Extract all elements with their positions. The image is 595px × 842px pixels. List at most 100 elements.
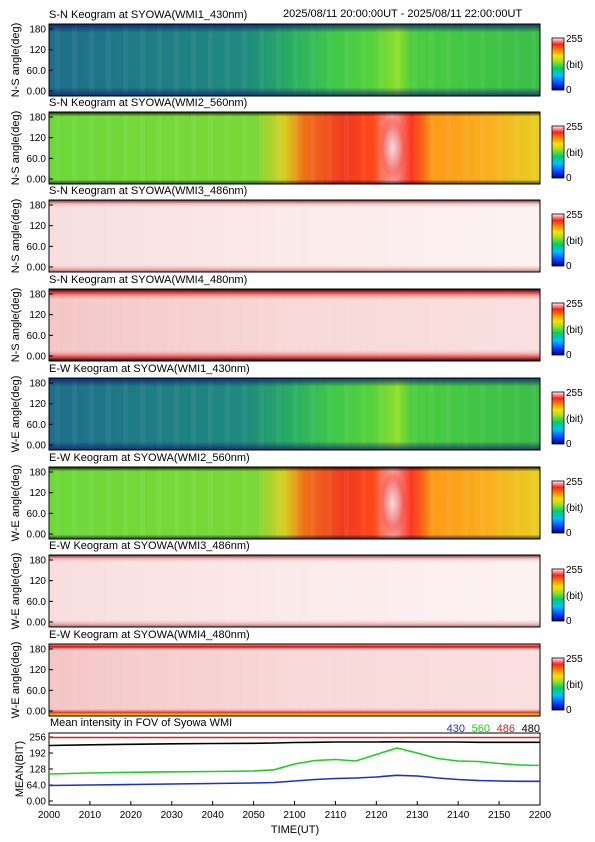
keogram-title: E-W Keogram at SYOWA(WMI1_430nm) xyxy=(49,363,250,375)
mean-intensity-chart: Mean intensity in FOV of Syowa WMI 48048… xyxy=(14,717,552,836)
keogram-edge-shade xyxy=(49,378,540,450)
keogram-frame xyxy=(48,643,541,717)
colorbar-unit: (bit) xyxy=(566,236,583,247)
legend-entry-486: 486 xyxy=(497,723,515,735)
y-tick-label: 256 xyxy=(29,733,46,744)
time-range-header: 2025/08/11 20:00:00UT - 2025/08/11 22:00… xyxy=(283,8,522,20)
x-tick-label: 2050 xyxy=(242,810,265,821)
y-tick-label: 192 xyxy=(29,749,46,760)
keogram-panels: S-N Keogram at SYOWA(WMI1_430nm)18012060… xyxy=(10,9,583,718)
keogram-edge-shade xyxy=(49,289,540,361)
y-tick-label: 180 xyxy=(29,379,46,390)
colorbar xyxy=(551,391,565,445)
keogram-frame xyxy=(48,111,541,185)
x-tick-label: 2110 xyxy=(325,810,347,821)
keogram-frame xyxy=(48,199,541,273)
series-line-560 xyxy=(48,747,541,775)
keogram-edge-shade xyxy=(49,112,540,184)
y-tick-label: 0.00 xyxy=(27,797,47,808)
colorbar-unit: (bit) xyxy=(566,591,583,602)
keogram-frame xyxy=(48,466,541,540)
colorbar-unit: (bit) xyxy=(566,148,583,159)
y-tick-label: 0.00 xyxy=(27,175,47,186)
y-axis-label: MEAN(BIT) xyxy=(14,741,26,797)
colorbar-unit: (bit) xyxy=(566,503,583,514)
y-tick-label: 120 xyxy=(29,310,46,321)
legend-entry-480: 480 xyxy=(522,723,540,735)
keogram-edge-shade xyxy=(49,24,540,96)
keogram-ylabel: N-S angle(deg) xyxy=(10,111,22,186)
y-tick-label: 180 xyxy=(29,25,46,36)
keogram-ylabel: N-S angle(deg) xyxy=(10,199,22,274)
keogram-title: S-N Keogram at SYOWA(WMI3_486nm) xyxy=(49,185,247,197)
colorbar xyxy=(551,568,565,622)
y-tick-label: 60.0 xyxy=(27,331,47,342)
legend-entry-430: 430 xyxy=(447,723,465,735)
x-tick-label: 2020 xyxy=(120,810,143,821)
y-tick-label: 120 xyxy=(29,576,46,587)
x-tick-label: 2140 xyxy=(447,810,470,821)
colorbar-min: 0 xyxy=(566,528,572,539)
y-tick-label: 60.0 xyxy=(27,66,47,77)
x-tick-label: 2030 xyxy=(161,810,184,821)
y-tick-label: 0.00 xyxy=(27,352,47,363)
y-tick-label: 120 xyxy=(29,221,46,232)
y-tick-label: 64.0 xyxy=(27,781,47,792)
keogram-panel: S-N Keogram at SYOWA(WMI3_486nm)180 120 60… xyxy=(10,185,583,274)
y-tick-label: 180 xyxy=(29,201,46,212)
keogram-frame xyxy=(48,288,541,362)
colorbar-unit: (bit) xyxy=(566,680,583,691)
colorbar-min: 0 xyxy=(566,350,572,361)
y-tick-label: 0.00 xyxy=(27,618,47,629)
y-tick-label: 60.0 xyxy=(27,686,47,697)
y-tick-label: 60.0 xyxy=(27,420,47,431)
colorbar-max: 255 xyxy=(566,34,583,45)
y-tick-label: 180 xyxy=(29,113,46,124)
colorbar xyxy=(551,213,565,267)
colorbar-max: 255 xyxy=(566,299,583,310)
colorbar-min: 0 xyxy=(566,616,572,627)
keogram-edge-shade xyxy=(49,200,540,272)
y-tick-label: 180 xyxy=(29,645,46,656)
colorbar-max: 255 xyxy=(566,122,583,133)
keogram-title: S-N Keogram at SYOWA(WMI1_430nm) xyxy=(49,9,247,21)
series-lines xyxy=(48,736,541,787)
colorbar-min: 0 xyxy=(566,439,572,450)
x-axis: 2000 2010 2020 2030 2040 2050 2100 2110 2120 2130… xyxy=(38,801,552,821)
y-tick-label: 60.0 xyxy=(27,597,47,608)
y-tick-label: 0.00 xyxy=(27,263,47,274)
y-tick-label: 0.00 xyxy=(27,530,47,541)
keogram-ylabel: W-E angle(deg) xyxy=(10,642,22,719)
keogram-edge-shade xyxy=(49,644,540,716)
x-tick-label: 2040 xyxy=(202,810,225,821)
keogram-title: S-N Keogram at SYOWA(WMI2_560nm) xyxy=(49,97,247,109)
keogram-ylabel: W-E angle(deg) xyxy=(10,376,22,453)
colorbar-max: 255 xyxy=(566,388,583,399)
keogram-title: E-W Keogram at SYOWA(WMI3_486nm) xyxy=(49,540,250,552)
y-tick-label: 180 xyxy=(29,468,46,479)
colorbar xyxy=(551,125,565,179)
y-tick-label: 0.00 xyxy=(27,707,47,718)
y-tick-label: 0.00 xyxy=(27,87,47,98)
y-tick-label: 120 xyxy=(29,488,46,499)
colorbar-unit: (bit) xyxy=(566,60,583,71)
colorbar-min: 0 xyxy=(566,261,572,272)
keogram-panel: S-N Keogram at SYOWA(WMI4_480nm)180 120 60… xyxy=(10,274,583,363)
y-tick-label: 120 xyxy=(29,665,46,676)
keogram-ylabel: W-E angle(deg) xyxy=(10,465,22,542)
colorbar-unit: (bit) xyxy=(566,325,583,336)
x-tick-label: 2010 xyxy=(79,810,102,821)
keogram-panel: E-W Keogram at SYOWA(WMI4_480nm)180 120 60… xyxy=(10,629,583,718)
colorbar xyxy=(551,302,565,356)
keogram-title: E-W Keogram at SYOWA(WMI4_480nm) xyxy=(49,629,250,641)
colorbar-max: 255 xyxy=(566,654,583,665)
y-tick-label: 120 xyxy=(29,133,46,144)
colorbar xyxy=(551,37,565,91)
keogram-panel: S-N Keogram at SYOWA(WMI1_430nm)180 120 60… xyxy=(10,9,583,98)
keogram-ylabel: N-S angle(deg) xyxy=(10,288,22,363)
y-tick-label: 60.0 xyxy=(27,154,47,165)
y-tick-label: 180 xyxy=(29,290,46,301)
legend-entry-560: 560 xyxy=(472,723,490,735)
keogram-frame xyxy=(48,23,541,97)
